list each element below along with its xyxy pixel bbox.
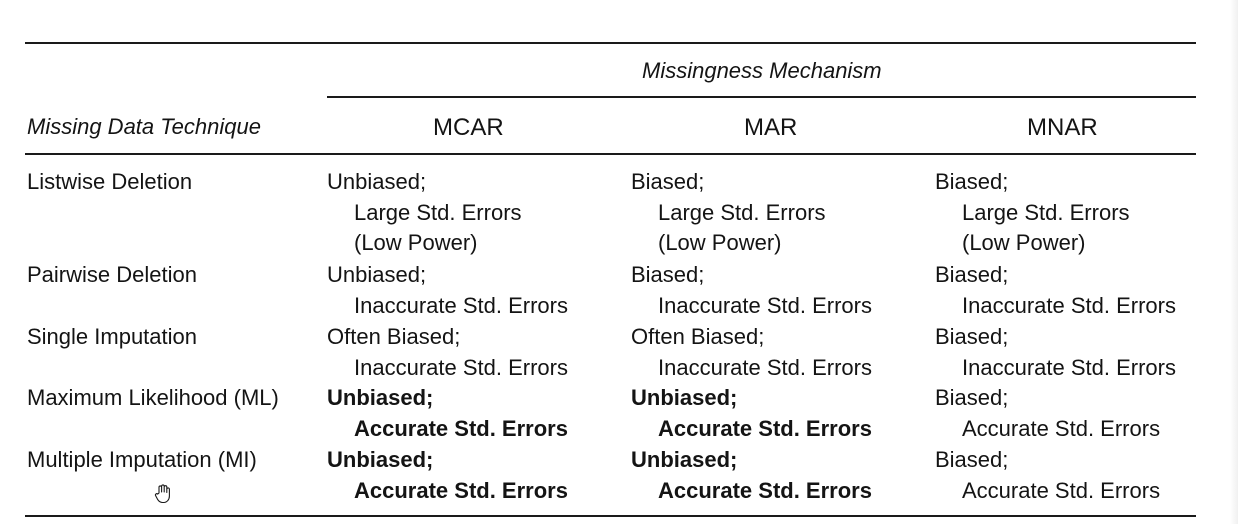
- cell-line: Inaccurate Std. Errors: [354, 293, 568, 318]
- cell-line: Accurate Std. Errors: [658, 416, 872, 441]
- cell-line: Biased;: [935, 385, 1009, 410]
- cell-line: Accurate Std. Errors: [658, 478, 872, 503]
- cell-line: Unbiased;: [327, 447, 434, 472]
- cell-line: Biased;: [935, 324, 1009, 349]
- cell-line: Accurate Std. Errors: [962, 416, 1161, 441]
- row-header-technique: Missing Data Technique: [27, 114, 261, 139]
- cell-line: Unbiased;: [327, 385, 434, 410]
- cell-line: (Low Power): [962, 230, 1086, 255]
- cell-line: Accurate Std. Errors: [962, 478, 1161, 503]
- group-header-missingness-mechanism: Missingness Mechanism: [642, 58, 882, 83]
- cell-line: Biased;: [935, 447, 1009, 472]
- cell-line: Large Std. Errors: [354, 200, 522, 225]
- edge-shadow: [1230, 0, 1238, 524]
- cell-line: Unbiased;: [631, 385, 738, 410]
- technique-label: Listwise Deletion: [27, 169, 193, 194]
- column-header-mar: MAR: [744, 114, 798, 141]
- header-bottom-rule: [25, 153, 1196, 155]
- group-header-rule: [327, 96, 1196, 98]
- cell-line: Inaccurate Std. Errors: [658, 293, 872, 318]
- cell-line: Biased;: [631, 262, 705, 287]
- hand-pointer-icon: [154, 484, 172, 504]
- technique-label: Multiple Imputation (MI): [27, 447, 257, 472]
- cell-line: Biased;: [935, 262, 1009, 287]
- cell-line: Large Std. Errors: [658, 200, 826, 225]
- cell-line: Inaccurate Std. Errors: [658, 355, 872, 380]
- cell-line: Inaccurate Std. Errors: [962, 293, 1176, 318]
- cell-line: Biased;: [631, 169, 705, 194]
- cell-line: Accurate Std. Errors: [354, 416, 568, 441]
- cell-line: Unbiased;: [327, 262, 427, 287]
- cell-line: Large Std. Errors: [962, 200, 1130, 225]
- technique-label: Maximum Likelihood (ML): [27, 385, 279, 410]
- table-bottom-rule: [25, 515, 1196, 517]
- column-header-mnar: MNAR: [1027, 114, 1098, 141]
- cell-line: Inaccurate Std. Errors: [962, 355, 1176, 380]
- technique-label: Single Imputation: [27, 324, 197, 349]
- cell-line: Often Biased;: [327, 324, 461, 349]
- cell-line: Inaccurate Std. Errors: [354, 355, 568, 380]
- technique-label: Pairwise Deletion: [27, 262, 197, 287]
- table-top-rule: [25, 42, 1196, 44]
- cell-line: Biased;: [935, 169, 1009, 194]
- cell-line: (Low Power): [658, 230, 782, 255]
- column-header-mcar: MCAR: [433, 114, 504, 141]
- cell-line: Unbiased;: [631, 447, 738, 472]
- cell-line: (Low Power): [354, 230, 478, 255]
- cell-line: Often Biased;: [631, 324, 765, 349]
- cell-line: Unbiased;: [327, 169, 427, 194]
- cell-line: Accurate Std. Errors: [354, 478, 568, 503]
